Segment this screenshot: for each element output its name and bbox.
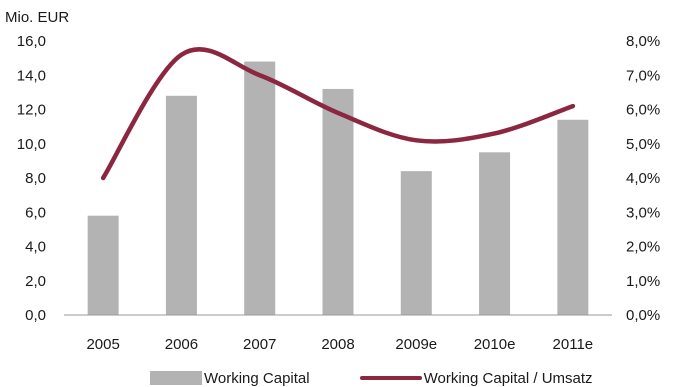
line-series — [100, 47, 576, 181]
left-tick-label: 10,0 — [17, 136, 46, 153]
x-tick-label: 2005 — [86, 336, 119, 353]
x-tick-label: 2009e — [395, 336, 437, 353]
legend-line-label: Working Capital / Umsatz — [423, 369, 593, 387]
left-tick-label: 4,0 — [25, 239, 46, 256]
right-tick-label: 4,0% — [626, 170, 660, 187]
right-tick-label: 8,0% — [626, 33, 660, 50]
x-tick-label: 2007 — [243, 336, 276, 353]
left-tick-label: 0,0 — [25, 307, 46, 324]
legend-bar-swatch — [150, 371, 202, 385]
legend-item-line: Working Capital / Umsatz — [359, 369, 593, 387]
left-tick-label: 16,0 — [17, 33, 46, 50]
bar — [400, 171, 432, 315]
right-tick-label: 2,0% — [626, 239, 660, 256]
bar — [87, 215, 119, 315]
legend-bar-label: Working Capital — [204, 369, 310, 387]
right-axis: 0,0% 1,0% 2,0% 3,0% 4,0% 5,0% 6,0% 7,0% 8,0% — [626, 33, 660, 324]
right-tick-label: 3,0% — [626, 204, 660, 221]
x-tick-label: 2008 — [321, 336, 354, 353]
right-tick-label: 1,0% — [626, 273, 660, 290]
unit-label: Mio. EUR — [5, 9, 69, 26]
bar — [479, 152, 511, 315]
left-tick-label: 2,0 — [25, 273, 46, 290]
left-tick-label: 6,0 — [25, 204, 46, 221]
legend-line-swatch — [359, 376, 422, 380]
left-tick-label: 8,0 — [25, 170, 46, 187]
x-tick-label: 2010e — [474, 336, 516, 353]
left-tick-label: 14,0 — [17, 67, 46, 84]
bar — [244, 61, 276, 315]
bar — [322, 88, 354, 315]
legend: Working Capital Working Capital / Umsatz — [150, 369, 593, 387]
right-tick-label: 7,0% — [626, 67, 660, 84]
left-tick-label: 12,0 — [17, 102, 46, 119]
right-tick-label: 5,0% — [626, 136, 660, 153]
bar-series — [87, 61, 589, 316]
legend-item-bar: Working Capital — [150, 370, 310, 387]
left-axis: 0,0 2,0 4,0 6,0 8,0 10,0 12,0 14,0 16,0 — [17, 33, 46, 324]
right-tick-label: 0,0% — [626, 307, 660, 324]
right-tick-label: 6,0% — [626, 102, 660, 119]
bar — [557, 119, 589, 316]
x-tick-label: 2006 — [165, 336, 198, 353]
x-axis: 2005 2006 2007 2008 2009e 2010e 2011e — [86, 336, 593, 353]
x-tick-label: 2011e — [553, 336, 594, 353]
bar — [165, 95, 197, 315]
